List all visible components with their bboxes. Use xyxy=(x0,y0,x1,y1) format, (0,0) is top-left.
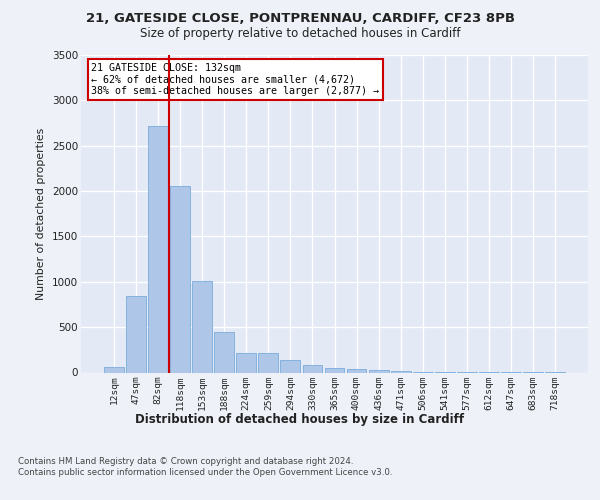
Text: 21, GATESIDE CLOSE, PONTPRENNAU, CARDIFF, CF23 8PB: 21, GATESIDE CLOSE, PONTPRENNAU, CARDIFF… xyxy=(86,12,515,26)
Bar xyxy=(347,370,367,372)
Bar xyxy=(280,360,301,372)
Y-axis label: Number of detached properties: Number of detached properties xyxy=(37,128,46,300)
Text: Distribution of detached houses by size in Cardiff: Distribution of detached houses by size … xyxy=(136,412,464,426)
Bar xyxy=(259,354,278,372)
Text: Contains HM Land Registry data © Crown copyright and database right 2024.
Contai: Contains HM Land Registry data © Crown c… xyxy=(18,458,392,477)
Bar xyxy=(391,370,410,372)
Bar xyxy=(214,332,234,372)
Bar xyxy=(192,281,212,372)
Bar xyxy=(325,368,344,372)
Text: Size of property relative to detached houses in Cardiff: Size of property relative to detached ho… xyxy=(140,28,460,40)
Bar xyxy=(236,353,256,372)
Bar xyxy=(368,370,389,372)
Bar xyxy=(148,126,168,372)
Text: 21 GATESIDE CLOSE: 132sqm
← 62% of detached houses are smaller (4,672)
38% of se: 21 GATESIDE CLOSE: 132sqm ← 62% of detac… xyxy=(91,63,379,96)
Bar xyxy=(302,365,322,372)
Bar xyxy=(104,367,124,372)
Bar xyxy=(126,296,146,372)
Bar xyxy=(170,186,190,372)
